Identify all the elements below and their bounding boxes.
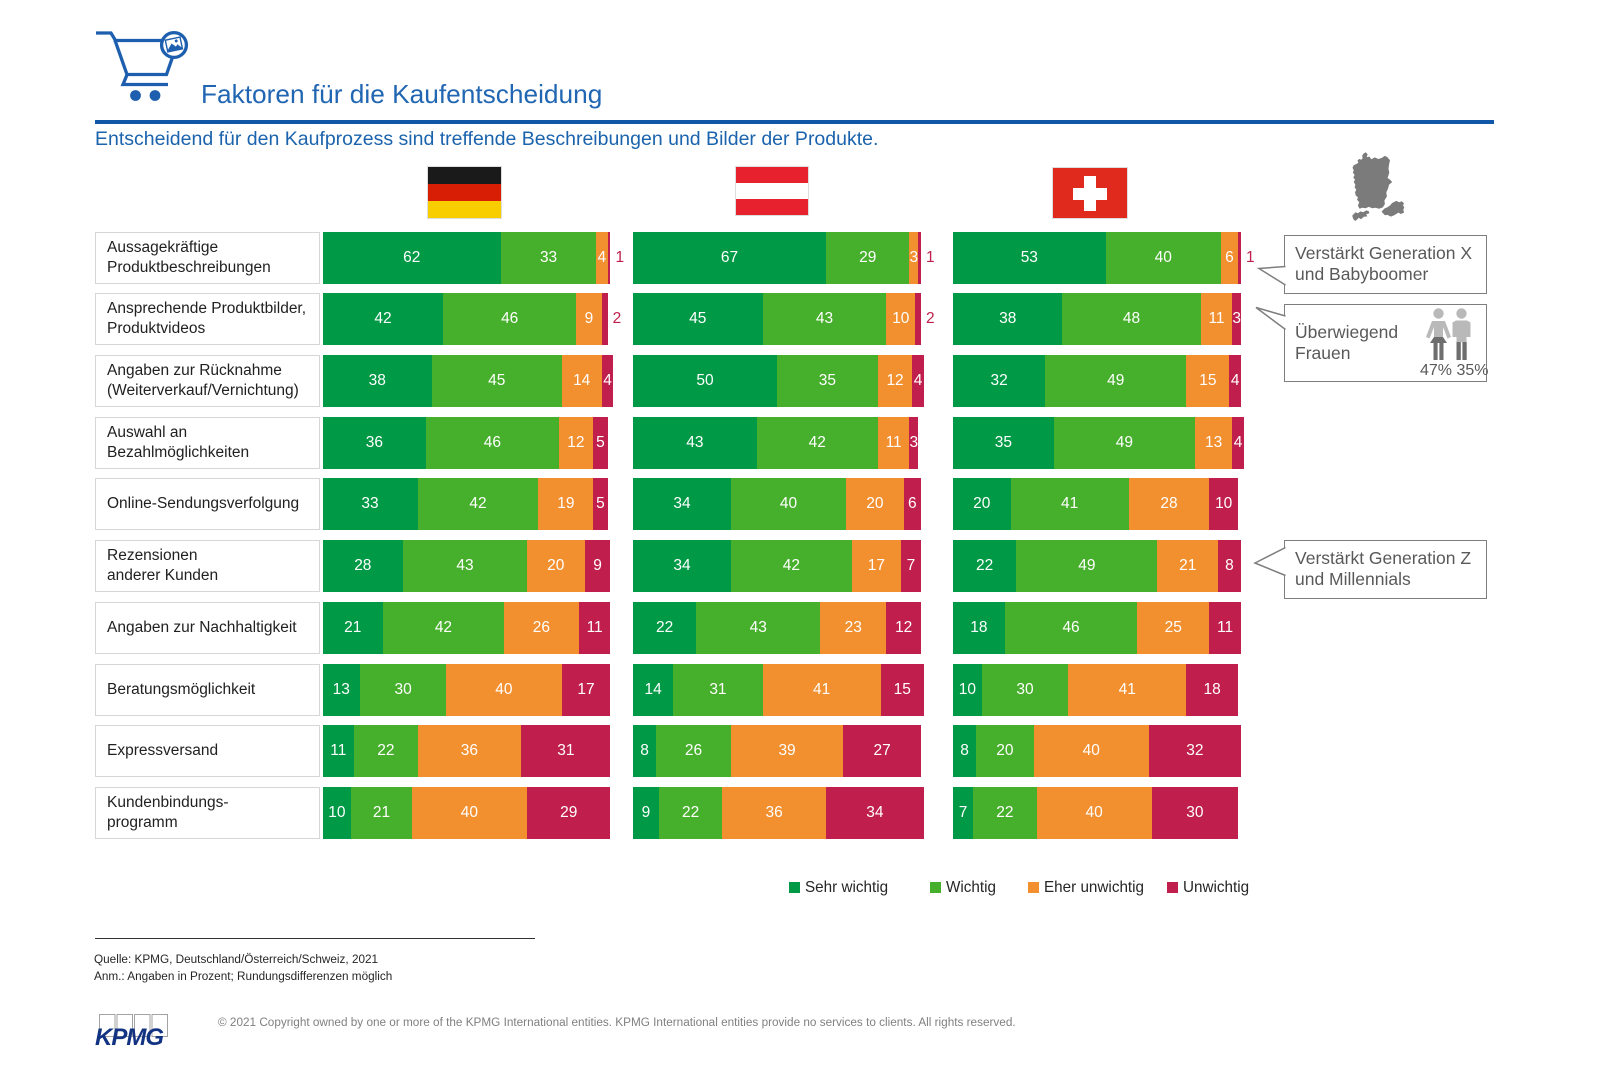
svg-text:KPMG: KPMG bbox=[95, 1024, 163, 1049]
